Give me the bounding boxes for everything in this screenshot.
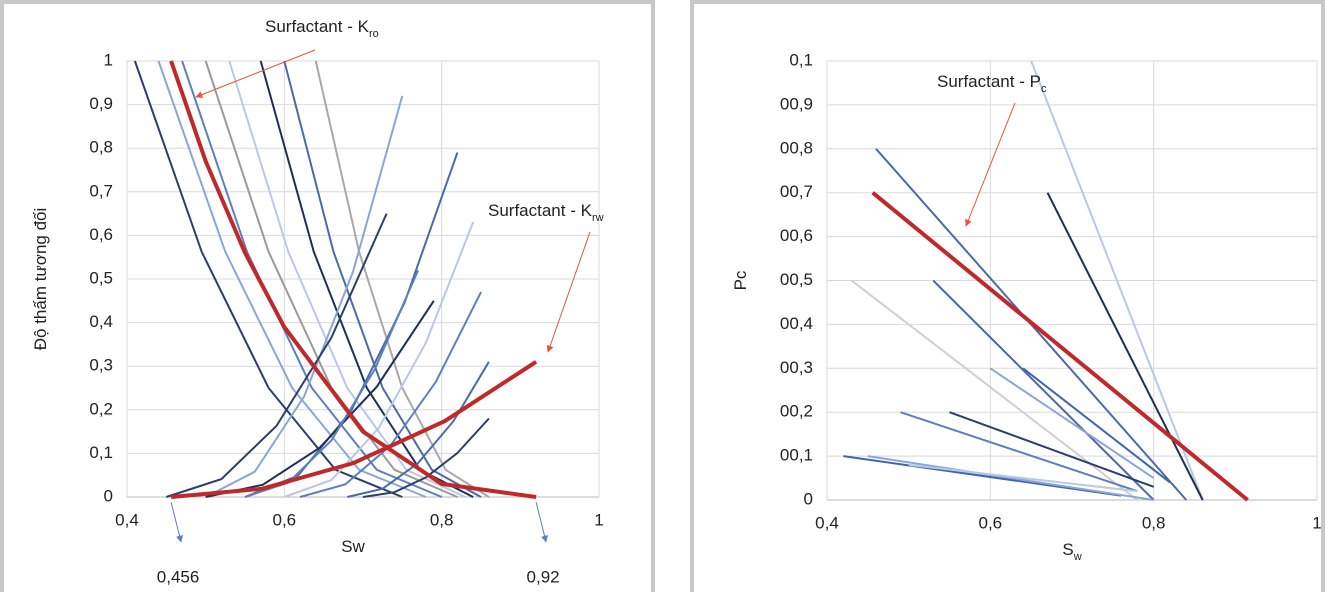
annotation: 0,456 bbox=[157, 567, 200, 586]
annotation-sub: c bbox=[1041, 83, 1047, 95]
y-tick-label: 00,9 bbox=[780, 94, 813, 113]
annotation-arrow bbox=[170, 501, 183, 543]
y-tick-label: 0,6 bbox=[89, 225, 113, 244]
series-line bbox=[314, 60, 490, 498]
x-axis-label: Sw bbox=[341, 537, 365, 556]
series-line bbox=[347, 361, 490, 498]
series-line bbox=[1022, 367, 1171, 484]
series-line bbox=[1046, 192, 1204, 501]
y-tick-label: 0,8 bbox=[89, 138, 113, 157]
series-line bbox=[949, 411, 1155, 488]
x-tick-label: 0,8 bbox=[1142, 513, 1166, 532]
series-line bbox=[908, 463, 1138, 493]
series-line bbox=[205, 95, 404, 498]
annotation-main: Surfactant - P bbox=[937, 72, 1041, 91]
series-line bbox=[133, 60, 403, 498]
series-line bbox=[169, 60, 537, 499]
x-tick-label: 0,4 bbox=[815, 513, 839, 532]
x-tick-label: 0,6 bbox=[979, 513, 1003, 532]
y-tick-label: 00,1 bbox=[780, 446, 813, 465]
series-line bbox=[228, 60, 466, 498]
y-axis-label-main: Độ thấm tương đối bbox=[31, 208, 50, 351]
y-tick-label: 0,4 bbox=[89, 312, 113, 331]
annotation: Surfactant - Pc bbox=[937, 72, 1047, 94]
annotation-main: Surfactant - K bbox=[265, 17, 370, 36]
panel bbox=[0, 0, 655, 592]
series-line bbox=[871, 191, 1249, 502]
y-tick-label: 0,9 bbox=[89, 94, 113, 113]
series-line bbox=[932, 279, 1155, 501]
x-tick-label: 1 bbox=[1312, 513, 1321, 532]
x-tick-label: 0,8 bbox=[430, 510, 454, 529]
series-line bbox=[157, 60, 427, 498]
series-line bbox=[1030, 60, 1204, 501]
y-axis-label-main: Pc bbox=[731, 270, 750, 290]
annotation-arrow bbox=[546, 231, 591, 353]
y-tick-label: 00,4 bbox=[780, 314, 813, 333]
y-tick-label: 0,5 bbox=[89, 268, 113, 287]
y-tick-label: 0,3 bbox=[89, 356, 113, 375]
annotation: 0,92 bbox=[527, 567, 560, 586]
series-line bbox=[283, 221, 475, 498]
y-tick-label: 00,2 bbox=[780, 402, 813, 421]
series-line bbox=[283, 60, 482, 498]
annotation-main: Surfactant - K bbox=[488, 201, 593, 220]
y-axis-label: Độ thấm tương đối bbox=[31, 208, 50, 351]
y-tick-label: 0,1 bbox=[89, 443, 113, 462]
y-tick-label: 0 bbox=[804, 489, 813, 508]
y-tick-label: 0,1 bbox=[789, 50, 813, 69]
y-tick-label: 0,7 bbox=[89, 181, 113, 200]
y-tick-label: 00,3 bbox=[780, 358, 813, 377]
x-axis-label: Sw bbox=[1062, 540, 1081, 562]
x-tick-label: 1 bbox=[594, 510, 603, 529]
series-line bbox=[165, 213, 388, 498]
series-line bbox=[181, 60, 443, 498]
y-tick-label: 00,8 bbox=[780, 138, 813, 157]
x-tick-label: 0,4 bbox=[115, 510, 139, 529]
annotation-arrow bbox=[195, 49, 316, 98]
annotation: Surfactant - Kro bbox=[265, 17, 379, 39]
annotation-sub: rw bbox=[592, 212, 604, 224]
y-tick-label: 0,2 bbox=[89, 399, 113, 418]
annotation-arrow bbox=[535, 501, 548, 543]
y-axis-label: Pc bbox=[731, 270, 750, 290]
series-line bbox=[900, 411, 1138, 493]
y-tick-label: 00,5 bbox=[780, 270, 813, 289]
y-tick-label: 00,6 bbox=[780, 226, 813, 245]
x-tick-label: 0,6 bbox=[273, 510, 297, 529]
series-line bbox=[170, 360, 538, 499]
annotation-sub: ro bbox=[369, 28, 379, 40]
y-tick-label: 1 bbox=[104, 50, 113, 69]
series-line bbox=[843, 455, 1122, 497]
y-tick-label: 0 bbox=[104, 486, 113, 505]
series-line bbox=[989, 367, 1155, 479]
x-axis-label-main: S bbox=[1062, 540, 1073, 559]
annotation-arrow bbox=[965, 102, 1016, 227]
y-tick-label: 00,7 bbox=[780, 182, 813, 201]
annotation: Surfactant - Krw bbox=[488, 201, 604, 223]
x-axis-label-sub: w bbox=[1073, 551, 1082, 563]
x-axis-label-main: Sw bbox=[341, 537, 365, 556]
series-line bbox=[362, 417, 490, 498]
series-line bbox=[867, 455, 1154, 501]
